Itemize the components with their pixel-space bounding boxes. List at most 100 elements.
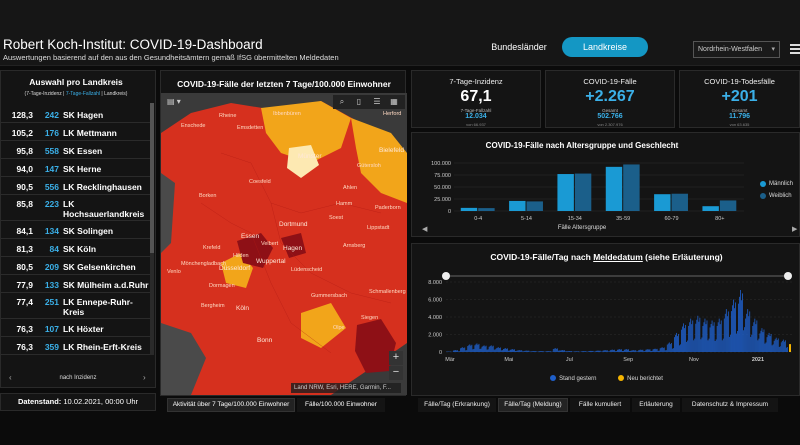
daily-bar[interactable] bbox=[720, 320, 722, 352]
daily-bar[interactable] bbox=[482, 346, 484, 352]
daily-bar[interactable] bbox=[465, 350, 467, 352]
tab-faelle-meldung[interactable]: Fälle/Tag (Meldung) bbox=[498, 398, 568, 412]
tab-faelle-kumuliert[interactable]: Fälle kumuliert bbox=[570, 398, 630, 412]
daily-bar[interactable] bbox=[588, 351, 590, 352]
daily-bar[interactable] bbox=[648, 349, 650, 352]
daily-bar[interactable] bbox=[568, 351, 569, 352]
daily-bar[interactable] bbox=[529, 351, 531, 352]
daily-bar[interactable] bbox=[684, 328, 685, 352]
daily-bar[interactable] bbox=[607, 351, 609, 352]
daily-bar[interactable] bbox=[768, 332, 770, 352]
daily-bar[interactable] bbox=[514, 349, 516, 352]
daily-bar[interactable] bbox=[577, 351, 579, 352]
daily-bar[interactable] bbox=[506, 348, 507, 352]
daily-bar[interactable] bbox=[491, 346, 493, 352]
daily-bar[interactable] bbox=[780, 342, 782, 352]
daily-bar[interactable] bbox=[761, 328, 763, 352]
legend-item-male[interactable]: Männlich bbox=[760, 181, 793, 187]
daily-bar[interactable] bbox=[767, 335, 769, 352]
daily-bar[interactable] bbox=[467, 346, 469, 352]
daily-bar[interactable] bbox=[786, 347, 788, 352]
bar-männlich-60-79[interactable] bbox=[654, 194, 671, 211]
daily-bar[interactable] bbox=[541, 351, 543, 352]
daily-bar[interactable] bbox=[635, 350, 637, 352]
daily-bar[interactable] bbox=[496, 347, 498, 352]
daily-bar[interactable] bbox=[610, 349, 612, 352]
daily-bar[interactable] bbox=[778, 346, 780, 352]
list-scrollbar[interactable] bbox=[150, 103, 154, 355]
list-item[interactable]: 81,3 84 SK Köln bbox=[1, 239, 151, 257]
daily-bar[interactable] bbox=[566, 351, 567, 352]
daily-bar[interactable] bbox=[621, 349, 622, 352]
daily-bar[interactable] bbox=[473, 348, 475, 352]
daily-bar[interactable] bbox=[759, 333, 761, 352]
prev-page-icon[interactable]: ‹ bbox=[9, 373, 12, 382]
daily-bar[interactable] bbox=[752, 325, 754, 352]
daily-bar[interactable] bbox=[699, 317, 701, 352]
bar-männlich-80+[interactable] bbox=[702, 206, 719, 211]
daily-bar[interactable] bbox=[763, 329, 765, 352]
daily-bar[interactable] bbox=[677, 336, 678, 352]
bar-männlich-0-4[interactable] bbox=[460, 207, 478, 211]
list-item[interactable]: 105,2 176 LK Mettmann bbox=[1, 123, 151, 141]
daily-bar[interactable] bbox=[674, 337, 675, 352]
daily-bar[interactable] bbox=[485, 345, 487, 352]
map-tab-cases[interactable]: Fälle/100.000 Einwohner bbox=[297, 398, 385, 412]
daily-bar[interactable] bbox=[783, 341, 785, 352]
daily-bar[interactable] bbox=[533, 351, 535, 352]
daily-bar[interactable] bbox=[692, 320, 694, 352]
layers-icon[interactable]: ▤ ▾ bbox=[167, 97, 181, 106]
daily-bar[interactable] bbox=[670, 342, 672, 352]
daily-bar[interactable] bbox=[461, 347, 463, 352]
daily-bar[interactable] bbox=[454, 350, 455, 352]
daily-bar[interactable] bbox=[666, 344, 668, 352]
daily-bar[interactable] bbox=[651, 350, 653, 352]
daily-bar[interactable] bbox=[524, 350, 526, 352]
daily-bar[interactable] bbox=[742, 293, 744, 352]
daily-bar[interactable] bbox=[478, 343, 480, 352]
daily-bar[interactable] bbox=[474, 345, 476, 352]
daily-bar[interactable] bbox=[770, 333, 772, 352]
daily-bar[interactable] bbox=[688, 325, 690, 352]
daily-bar[interactable] bbox=[771, 345, 773, 352]
daily-bar[interactable] bbox=[727, 311, 729, 352]
daily-bar[interactable] bbox=[707, 340, 709, 352]
daily-bar[interactable] bbox=[493, 349, 495, 352]
daily-bar[interactable] bbox=[758, 338, 760, 352]
daily-bar[interactable] bbox=[777, 338, 779, 352]
daily-bar[interactable] bbox=[632, 350, 634, 352]
daily-bar[interactable] bbox=[497, 347, 499, 352]
daily-bar[interactable] bbox=[486, 349, 488, 352]
daily-bar[interactable] bbox=[772, 344, 774, 352]
daily-bar[interactable] bbox=[548, 351, 550, 352]
daily-bar[interactable] bbox=[638, 350, 640, 352]
daily-bar[interactable] bbox=[555, 348, 557, 352]
daily-bar[interactable] bbox=[695, 323, 697, 352]
daily-bar[interactable] bbox=[776, 340, 778, 352]
daily-bar[interactable] bbox=[740, 290, 741, 352]
daily-bar[interactable] bbox=[515, 350, 517, 352]
daily-bar[interactable] bbox=[553, 348, 555, 352]
next-chart-icon[interactable]: ▶ bbox=[792, 226, 798, 233]
daily-bar[interactable] bbox=[669, 344, 671, 352]
daily-bar[interactable] bbox=[463, 348, 465, 352]
daily-bar[interactable] bbox=[487, 349, 489, 352]
daily-bar[interactable] bbox=[565, 351, 566, 352]
daily-bar[interactable] bbox=[601, 351, 603, 352]
time-slider-end-handle[interactable] bbox=[784, 272, 792, 280]
daily-bar[interactable] bbox=[675, 335, 676, 352]
daily-bar[interactable] bbox=[782, 339, 784, 352]
daily-bar[interactable] bbox=[508, 350, 509, 352]
daily-bar[interactable] bbox=[592, 350, 594, 352]
daily-bar[interactable] bbox=[639, 349, 641, 352]
daily-bar[interactable] bbox=[633, 350, 635, 352]
daily-bar[interactable] bbox=[605, 350, 607, 352]
daily-bar[interactable] bbox=[578, 351, 580, 352]
daily-bar[interactable] bbox=[687, 340, 689, 352]
legend-item-female[interactable]: Weiblich bbox=[760, 193, 793, 199]
daily-bar[interactable] bbox=[629, 350, 631, 352]
legend-item-neu-berichtet[interactable]: Neu berichtet bbox=[618, 375, 663, 382]
daily-bar[interactable] bbox=[719, 324, 721, 352]
daily-bar[interactable] bbox=[476, 343, 478, 352]
daily-bar[interactable] bbox=[696, 319, 698, 352]
